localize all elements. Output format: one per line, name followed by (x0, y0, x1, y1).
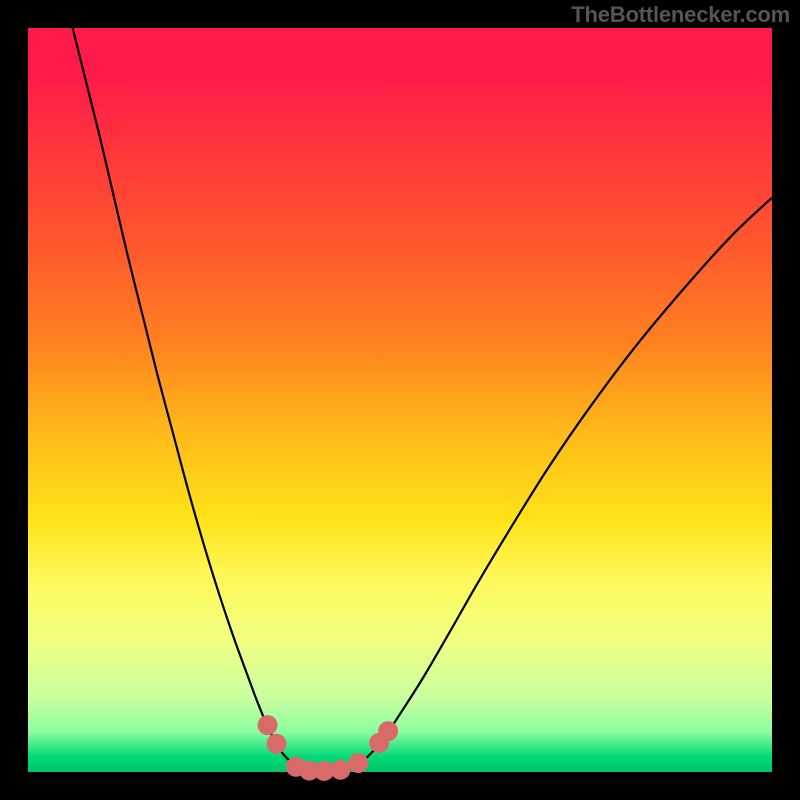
marker-point (348, 753, 368, 773)
plot-background (28, 28, 772, 772)
marker-point (267, 734, 287, 754)
marker-point (258, 715, 278, 735)
marker-point (378, 721, 398, 741)
chart-frame: TheBottlenecker.com (0, 0, 800, 800)
marker-point (330, 760, 350, 780)
bottleneck-chart (0, 0, 800, 800)
